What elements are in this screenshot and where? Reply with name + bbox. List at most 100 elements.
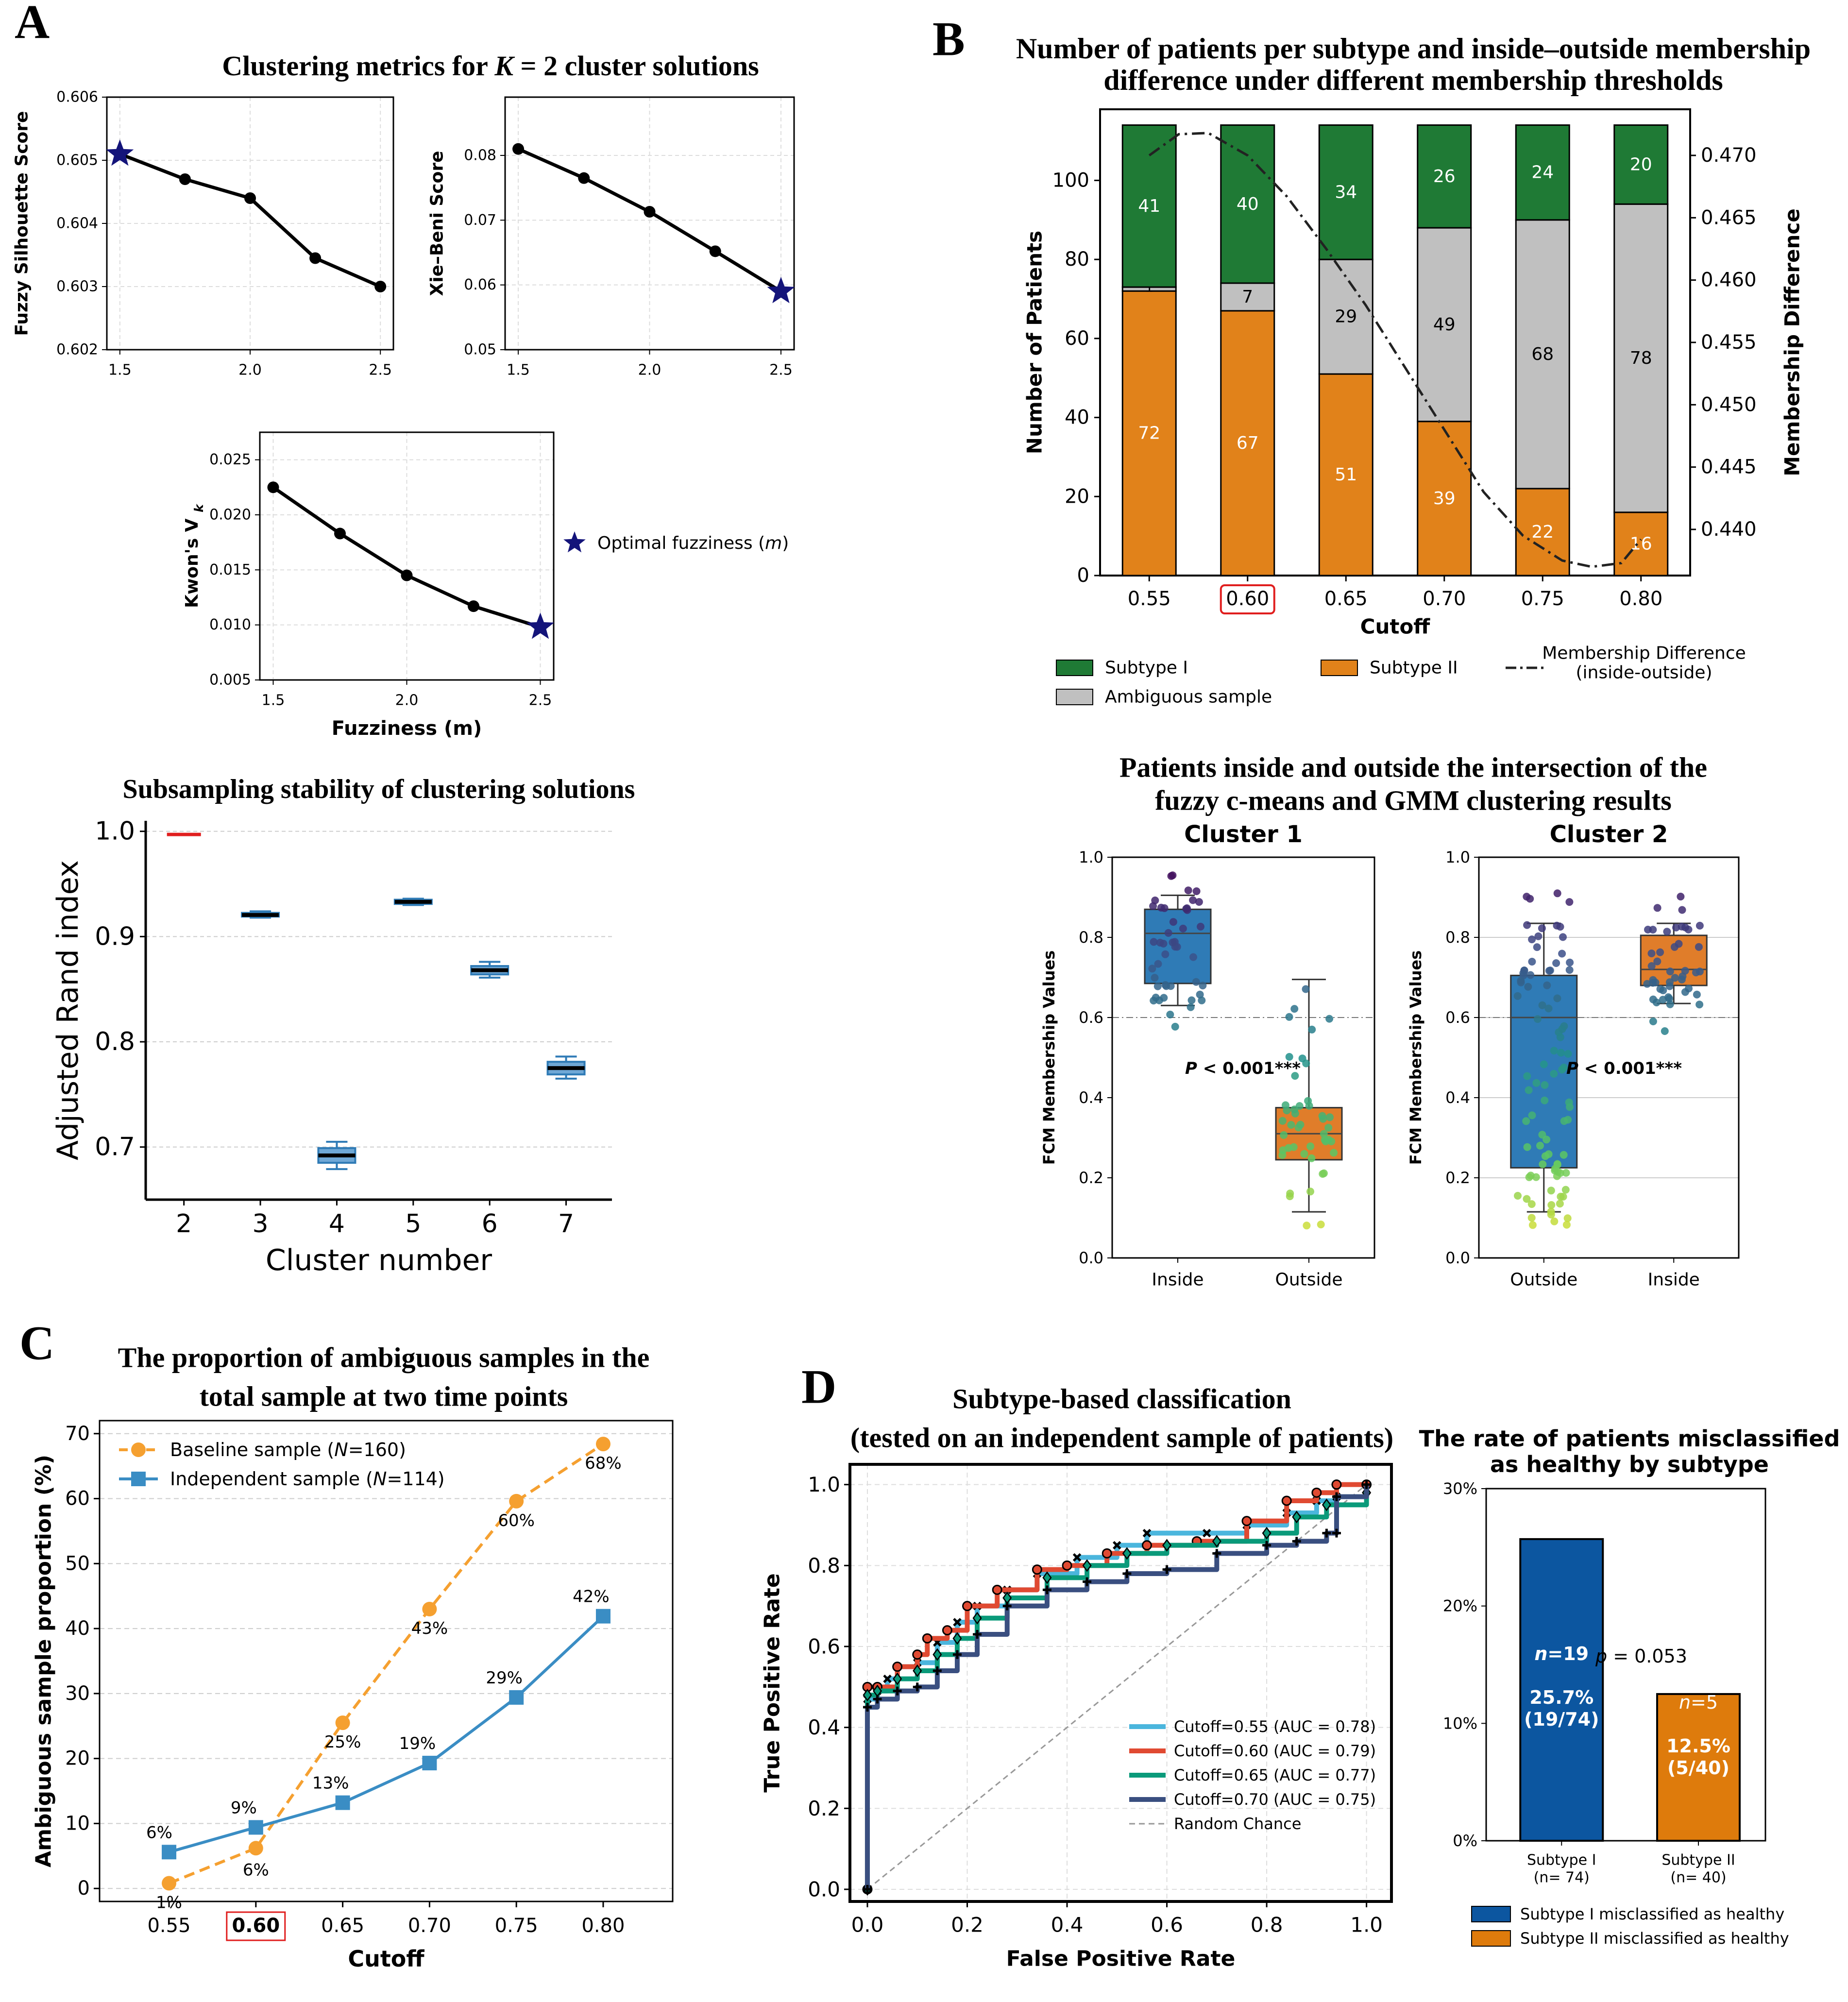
jitter-point	[1539, 1160, 1547, 1169]
x-axis-label: Fuzziness (m)	[332, 717, 482, 740]
legend-label: Random Chance	[1174, 1815, 1301, 1833]
roc-marker	[932, 1648, 942, 1661]
jitter-point	[1152, 993, 1160, 1001]
y2-tick-label: 0.455	[1701, 331, 1757, 354]
data-point	[512, 143, 525, 155]
x-tick-label: 2.0	[638, 362, 661, 379]
jitter-point	[1196, 990, 1204, 999]
jitter-point	[1675, 940, 1683, 948]
jitter-point	[1551, 1167, 1559, 1175]
x-tick-label: Outside	[1510, 1270, 1577, 1290]
series-marker	[509, 1493, 524, 1509]
y2-tick-label: 0.450	[1701, 393, 1757, 416]
jitter-point	[1286, 1189, 1294, 1198]
bar-segment	[1220, 282, 1275, 312]
series-marker	[509, 1690, 524, 1705]
boxplot-1: Cluster 1 0.0 0.2 0.4 0.6 0.8 1.0 FCM Membershi…	[1040, 821, 1375, 1290]
panel-a-title: Clustering metrics for K = 2 cluster sol…	[222, 50, 759, 82]
bar-segment	[1121, 290, 1177, 577]
bar-value-label: 78	[1630, 348, 1652, 368]
y2-tick-label: 0.440	[1701, 518, 1757, 541]
data-point	[401, 569, 413, 581]
roc-marker	[1331, 1479, 1342, 1490]
roc-chart: Subtype-based classification (tested on a…	[760, 1383, 1394, 1971]
jitter-point	[1290, 1005, 1299, 1013]
roc-marker	[1292, 1510, 1302, 1524]
text-span: = 2 cluster solutions	[513, 50, 759, 82]
y-axis-label: Adjusted Rand index	[51, 860, 85, 1160]
subplot-title: Cluster 2	[1550, 821, 1668, 848]
stacked-bar-chart: Number of patients per subtype and insid…	[1016, 33, 1811, 707]
misclass-title-line2: as healthy by subtype	[1490, 1451, 1769, 1477]
data-point	[334, 527, 346, 540]
plot-frame	[1099, 108, 1691, 577]
roc-marker	[1002, 1601, 1012, 1611]
highlight-box	[1220, 584, 1275, 614]
legend-swatch-ambiguous	[1056, 689, 1093, 705]
text-span: < 0.001***	[1578, 1059, 1682, 1078]
data-point	[709, 245, 721, 257]
x-tick-label: Inside	[1152, 1270, 1204, 1290]
y-tick-label: 0.020	[209, 507, 251, 524]
roc-marker	[1332, 1492, 1341, 1501]
misclass-title-line1: The rate of patients misclassified	[1419, 1425, 1840, 1452]
bar-segment	[1515, 124, 1570, 221]
bar-segment	[1318, 124, 1373, 260]
jitter-point	[1169, 938, 1177, 947]
jitter-point	[1647, 962, 1656, 970]
x-tick-label: 7	[558, 1209, 574, 1239]
series-marker	[248, 1841, 263, 1856]
y-tick-label: 0.010	[209, 616, 251, 633]
data-label: 6%	[146, 1823, 172, 1842]
roc-marker	[922, 1633, 932, 1644]
text-span: k	[192, 503, 206, 512]
jitter-point	[1287, 1121, 1295, 1129]
data-point	[644, 206, 656, 218]
jitter-point	[1659, 986, 1667, 995]
data-point	[468, 600, 479, 612]
text-span: N	[334, 1439, 348, 1460]
panel-d-title-line1: Subtype-based classification	[952, 1383, 1291, 1415]
bar-pct-label: 25.7%	[1529, 1687, 1594, 1708]
bar-n-label: n=5	[1679, 1692, 1718, 1713]
jitter-point	[1187, 1003, 1195, 1011]
optimal-star-marker	[767, 277, 795, 304]
y-tick-label: 0.2	[808, 1797, 840, 1820]
y-tick-label: 0.0	[1445, 1249, 1470, 1267]
jitter-point	[1189, 953, 1197, 961]
data-label: 42%	[573, 1587, 610, 1607]
jitter-point	[1561, 1186, 1570, 1194]
x-tick-label: (n= 74)	[1534, 1869, 1590, 1886]
x-tick-label: Outside	[1275, 1270, 1342, 1290]
roc-marker	[1262, 1527, 1272, 1540]
y-tick-label: 0.6	[808, 1635, 840, 1659]
y2-tick-label: 0.460	[1701, 269, 1757, 291]
text-span: K	[494, 50, 515, 82]
bar-segment	[1220, 124, 1275, 284]
jitter-point	[1528, 1111, 1536, 1120]
jitter-point	[1528, 935, 1536, 944]
y-tick-label: 0.6	[1445, 1008, 1470, 1027]
roc-marker	[883, 1674, 892, 1683]
jitter-point	[1543, 1136, 1551, 1144]
roc-marker	[1082, 1559, 1092, 1572]
roc-marker	[1083, 1577, 1092, 1586]
data-point	[374, 281, 387, 292]
text-span: P	[1566, 1059, 1578, 1078]
legend-marker	[131, 1472, 146, 1486]
y-tick-label: 0.05	[464, 341, 496, 358]
text-span: m	[765, 533, 782, 553]
data-point	[179, 173, 191, 185]
x-tick-label: Subtype I	[1527, 1852, 1596, 1869]
legend-label: Ambiguous sample	[1105, 687, 1272, 707]
series-marker	[595, 1437, 610, 1452]
roc-marker	[1122, 1569, 1132, 1578]
roc-marker	[913, 1664, 922, 1678]
jitter-point	[1285, 1144, 1293, 1152]
x-tick-label: 0.80	[581, 1915, 625, 1937]
jitter-point	[1192, 978, 1200, 986]
bar	[1656, 1693, 1741, 1842]
jitter-point	[1681, 923, 1689, 932]
bar-value-label: 39	[1433, 489, 1456, 509]
legend-marker	[131, 1442, 146, 1457]
